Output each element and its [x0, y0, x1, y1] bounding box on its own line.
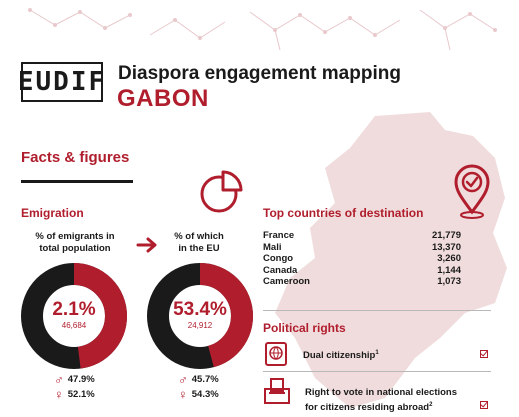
- dual-citizenship-checkbox-icon: [480, 350, 488, 358]
- destination-row: France 21,779: [263, 230, 461, 242]
- eu-percent: 53.4%: [173, 299, 227, 320]
- destination-row: Canada 1,144: [263, 265, 461, 277]
- destinations-heading: Top countries of destination: [263, 206, 424, 220]
- destination-country: Cameroon: [263, 276, 310, 287]
- male-icon: ♂: [178, 372, 188, 387]
- destination-row: Cameroon 1,073: [263, 276, 461, 288]
- emigrants-percent: 2.1%: [52, 299, 96, 320]
- dual-citizenship-text: Dual citizenship: [303, 350, 376, 362]
- female-stat: ♀ 54.3%: [178, 387, 219, 402]
- destination-value: 1,073: [437, 276, 461, 287]
- pie-chart-icon: [200, 170, 243, 213]
- destination-row: Mali 13,370: [263, 242, 461, 254]
- facts-heading: Facts & figures: [21, 149, 130, 166]
- destination-country: Canada: [263, 264, 298, 276]
- vote-line-1: Right to vote in national elections: [305, 387, 458, 398]
- female-stat: ♀ 52.1%: [54, 387, 95, 402]
- vote-line-2-text: for citizens residing abroad: [305, 402, 430, 414]
- female-value: 54.3%: [191, 389, 219, 400]
- emigrants-share-label: % of emigrants in total population: [20, 231, 130, 255]
- footnote-mark: 1: [375, 350, 379, 356]
- dual-citizenship-label: Dual citizenship1: [303, 347, 379, 362]
- emigrants-gender: ♂ 47.9% ♀ 52.1%: [54, 372, 95, 402]
- label-line-2: total population: [39, 243, 111, 254]
- destination-country: Mali: [263, 241, 282, 253]
- male-value: 47.9%: [67, 374, 95, 385]
- female-icon: ♀: [178, 387, 188, 402]
- donut-ring: [147, 263, 253, 369]
- passport-icon: [265, 342, 287, 366]
- destinations-list: France 21,779 Mali 13,370 Congo 3,260 Canada 1,…: [263, 230, 461, 288]
- eu-count: 24,912: [187, 321, 213, 330]
- male-stat: ♂ 47.9%: [54, 372, 95, 387]
- destination-value: 13,370: [431, 241, 461, 253]
- location-check-icon: [454, 164, 490, 219]
- male-arc: [147, 263, 253, 369]
- donut-ring: [21, 263, 127, 369]
- male-arc: [21, 263, 127, 369]
- eu-share-label: % of which in the EU: [144, 231, 254, 255]
- facts-divider: [21, 180, 133, 183]
- destination-row: Congo 3,260: [263, 253, 461, 265]
- destination-country: France: [263, 230, 295, 241]
- male-icon: ♂: [54, 372, 64, 387]
- arrow-right-icon: [136, 237, 157, 253]
- ballot-box-icon: [264, 378, 290, 404]
- female-icon: ♀: [54, 387, 64, 402]
- destination-value: 3,260: [437, 253, 461, 264]
- donut-center: 2.1% 46,684: [20, 299, 128, 330]
- eudif-logo: EUDIF: [18, 62, 104, 102]
- male-value: 45.7%: [191, 374, 219, 385]
- section-divider: [263, 310, 491, 311]
- row-divider: [263, 371, 491, 372]
- vote-abroad-label: Right to vote in national elections for …: [305, 387, 457, 414]
- destination-value: 21,779: [431, 230, 461, 241]
- destination-country: Congo: [263, 253, 294, 264]
- label-line-2: in the EU: [178, 243, 220, 254]
- male-stat: ♂ 45.7%: [178, 372, 219, 387]
- donut-center: 53.4% 24,912: [146, 299, 254, 330]
- emigrants-count: 46,684: [61, 321, 87, 330]
- political-rights-heading: Political rights: [263, 321, 346, 335]
- destination-value: 1,144: [437, 264, 461, 276]
- eu-gender: ♂ 45.7% ♀ 54.3%: [178, 372, 219, 402]
- eu-donut: 53.4% 24,912: [146, 262, 254, 370]
- label-line-1: % of emigrants in: [35, 231, 115, 242]
- female-value: 52.1%: [67, 389, 95, 400]
- country-name: GABON: [117, 85, 209, 112]
- emigration-heading: Emigration: [21, 206, 84, 220]
- vote-abroad-checkbox-icon: [480, 401, 488, 409]
- gabon-map-shape: [275, 112, 507, 408]
- emigrants-donut: 2.1% 46,684: [20, 262, 128, 370]
- network-decoration: [28, 8, 497, 51]
- footnote-mark: 2: [429, 402, 433, 408]
- vote-line-2: for citizens residing abroad2: [305, 399, 457, 414]
- page-title: Diaspora engagement mapping: [118, 63, 401, 84]
- label-line-1: % of which: [174, 231, 224, 242]
